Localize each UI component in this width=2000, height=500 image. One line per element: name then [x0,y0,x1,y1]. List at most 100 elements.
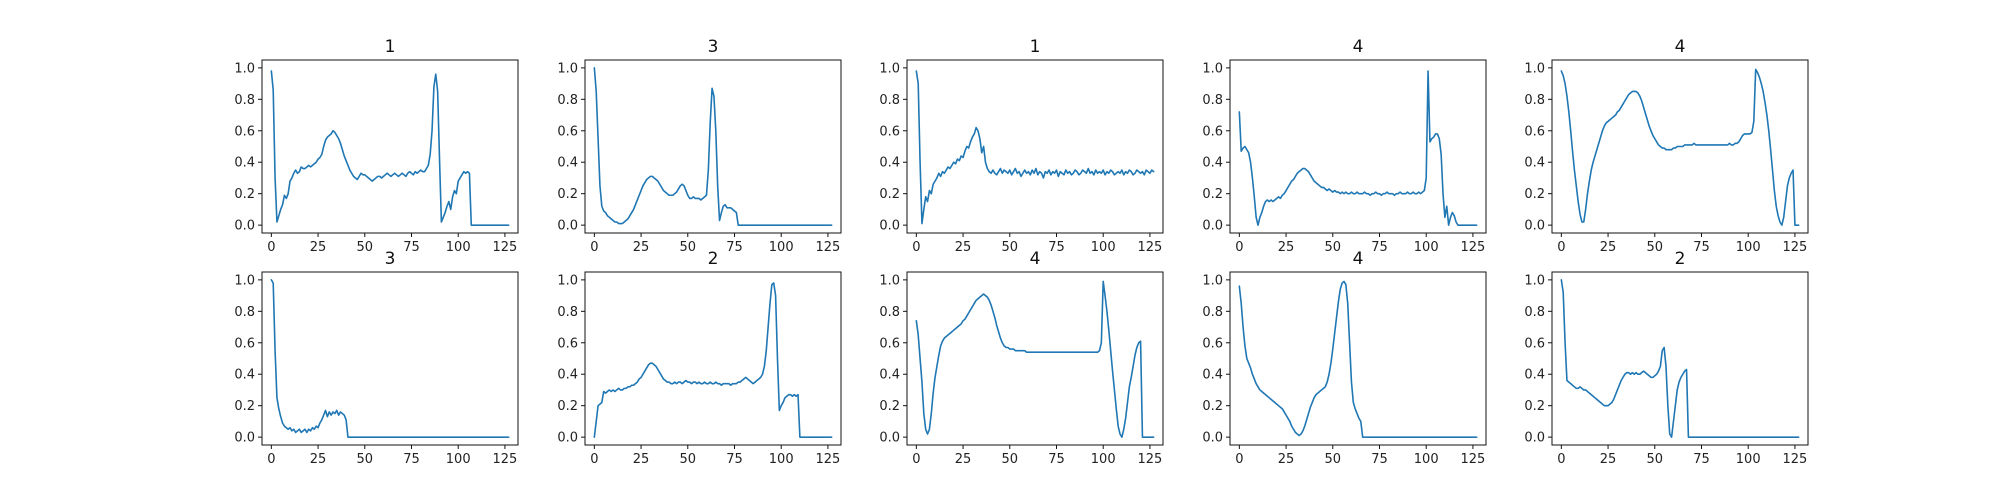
x-tick-label: 125 [816,240,841,255]
subplot-title: 1 [1030,37,1041,57]
y-tick-label: 0.4 [1524,156,1545,171]
x-tick-label: 0 [1557,240,1565,255]
x-tick-label: 75 [403,452,420,467]
y-tick-label: 0.8 [879,93,900,108]
x-tick-label: 25 [310,240,327,255]
x-tick-label: 0 [912,240,920,255]
y-tick-label: 0.4 [879,156,900,171]
y-tick-label: 0.2 [1524,399,1545,414]
x-tick-label: 75 [1693,452,1710,467]
x-tick-label: 100 [1736,452,1761,467]
y-tick-label: 0.6 [879,336,900,351]
y-tick-label: 0.0 [1524,431,1545,446]
y-tick-label: 0.6 [234,336,255,351]
x-tick-label: 75 [726,452,743,467]
y-tick-label: 0.8 [234,93,255,108]
y-tick-label: 0.8 [557,305,578,320]
subplot-title: 4 [1353,249,1364,269]
subplot-title: 4 [1675,37,1686,57]
subplot-title: 2 [1675,249,1686,269]
x-tick-label: 25 [310,452,327,467]
x-tick-label: 25 [1600,452,1617,467]
series-line [1560,279,1800,438]
y-tick-label: 1.0 [234,273,255,288]
y-tick-label: 0.0 [234,431,255,446]
y-tick-label: 1.0 [557,273,578,288]
series-line [593,282,833,438]
x-tick-label: 125 [1138,240,1163,255]
x-tick-label: 50 [680,240,697,255]
y-tick-label: 0.4 [1202,368,1223,383]
x-tick-label: 0 [267,240,275,255]
y-tick-label: 0.4 [557,156,578,171]
y-tick-label: 0.6 [1202,124,1223,139]
x-tick-label: 50 [1647,452,1664,467]
subplot-title: 3 [385,249,396,269]
x-tick-label: 50 [357,240,374,255]
y-tick-label: 0.6 [234,124,255,139]
axes-frame [1551,271,1809,446]
series-line [1238,280,1478,438]
x-tick-label: 0 [1557,452,1565,467]
y-tick-label: 0.2 [234,399,255,414]
y-tick-label: 0.8 [1202,305,1223,320]
axes-frame [261,59,519,234]
x-tick-label: 25 [633,240,650,255]
y-tick-label: 0.4 [234,368,255,383]
series-line [915,280,1155,438]
y-tick-label: 0.6 [1524,336,1545,351]
x-tick-label: 25 [1600,240,1617,255]
series-line [593,67,833,226]
y-tick-label: 0.0 [879,219,900,234]
y-tick-label: 0.6 [557,124,578,139]
x-tick-label: 125 [1461,452,1486,467]
subplot-6: 3 0 25 50 75 100 125 0.0 0.2 0.4 0.6 0.8 1.0 [234,249,519,467]
y-tick-label: 0.2 [1202,399,1223,414]
x-tick-label: 125 [1783,240,1808,255]
y-tick-label: 0.0 [557,219,578,234]
x-tick-label: 25 [1278,452,1295,467]
y-tick-label: 0.8 [1202,93,1223,108]
series-line [270,70,510,226]
y-tick-label: 1.0 [1202,273,1223,288]
x-tick-label: 25 [633,452,650,467]
y-tick-label: 0.4 [234,156,255,171]
x-tick-label: 100 [769,240,794,255]
y-tick-label: 0.0 [557,431,578,446]
y-tick-label: 0.0 [1202,431,1223,446]
y-tick-label: 0.4 [1202,156,1223,171]
y-tick-label: 0.0 [1524,219,1545,234]
subplot-title: 4 [1353,37,1364,57]
x-tick-label: 50 [1325,452,1342,467]
subplot-3: 1 0 25 50 75 100 125 0.0 0.2 0.4 0.6 0.8 1.0 [879,37,1164,255]
y-tick-label: 0.2 [879,399,900,414]
x-tick-label: 100 [446,452,471,467]
x-tick-label: 0 [590,452,598,467]
x-tick-label: 50 [1002,452,1019,467]
y-tick-label: 0.6 [1202,336,1223,351]
axes-frame [1229,271,1487,446]
x-tick-label: 75 [1048,452,1065,467]
x-tick-label: 125 [1461,240,1486,255]
y-tick-label: 1.0 [1524,273,1545,288]
subplot-5: 4 0 25 50 75 100 125 0.0 0.2 0.4 0.6 0.8 1.0 [1524,37,1809,255]
x-tick-label: 125 [1138,452,1163,467]
y-tick-label: 0.4 [879,368,900,383]
y-tick-label: 0.2 [1202,187,1223,202]
x-tick-label: 75 [1048,240,1065,255]
x-tick-label: 50 [1325,240,1342,255]
axes-frame [906,271,1164,446]
subplot-title: 3 [708,37,719,57]
x-tick-label: 50 [357,452,374,467]
axes-frame [584,271,842,446]
x-tick-label: 0 [1235,452,1243,467]
x-tick-label: 75 [1371,452,1388,467]
series-line [270,279,510,438]
x-tick-label: 0 [912,452,920,467]
y-tick-label: 0.8 [557,93,578,108]
y-tick-label: 1.0 [879,61,900,76]
x-tick-label: 100 [446,240,471,255]
series-line [1238,70,1478,226]
